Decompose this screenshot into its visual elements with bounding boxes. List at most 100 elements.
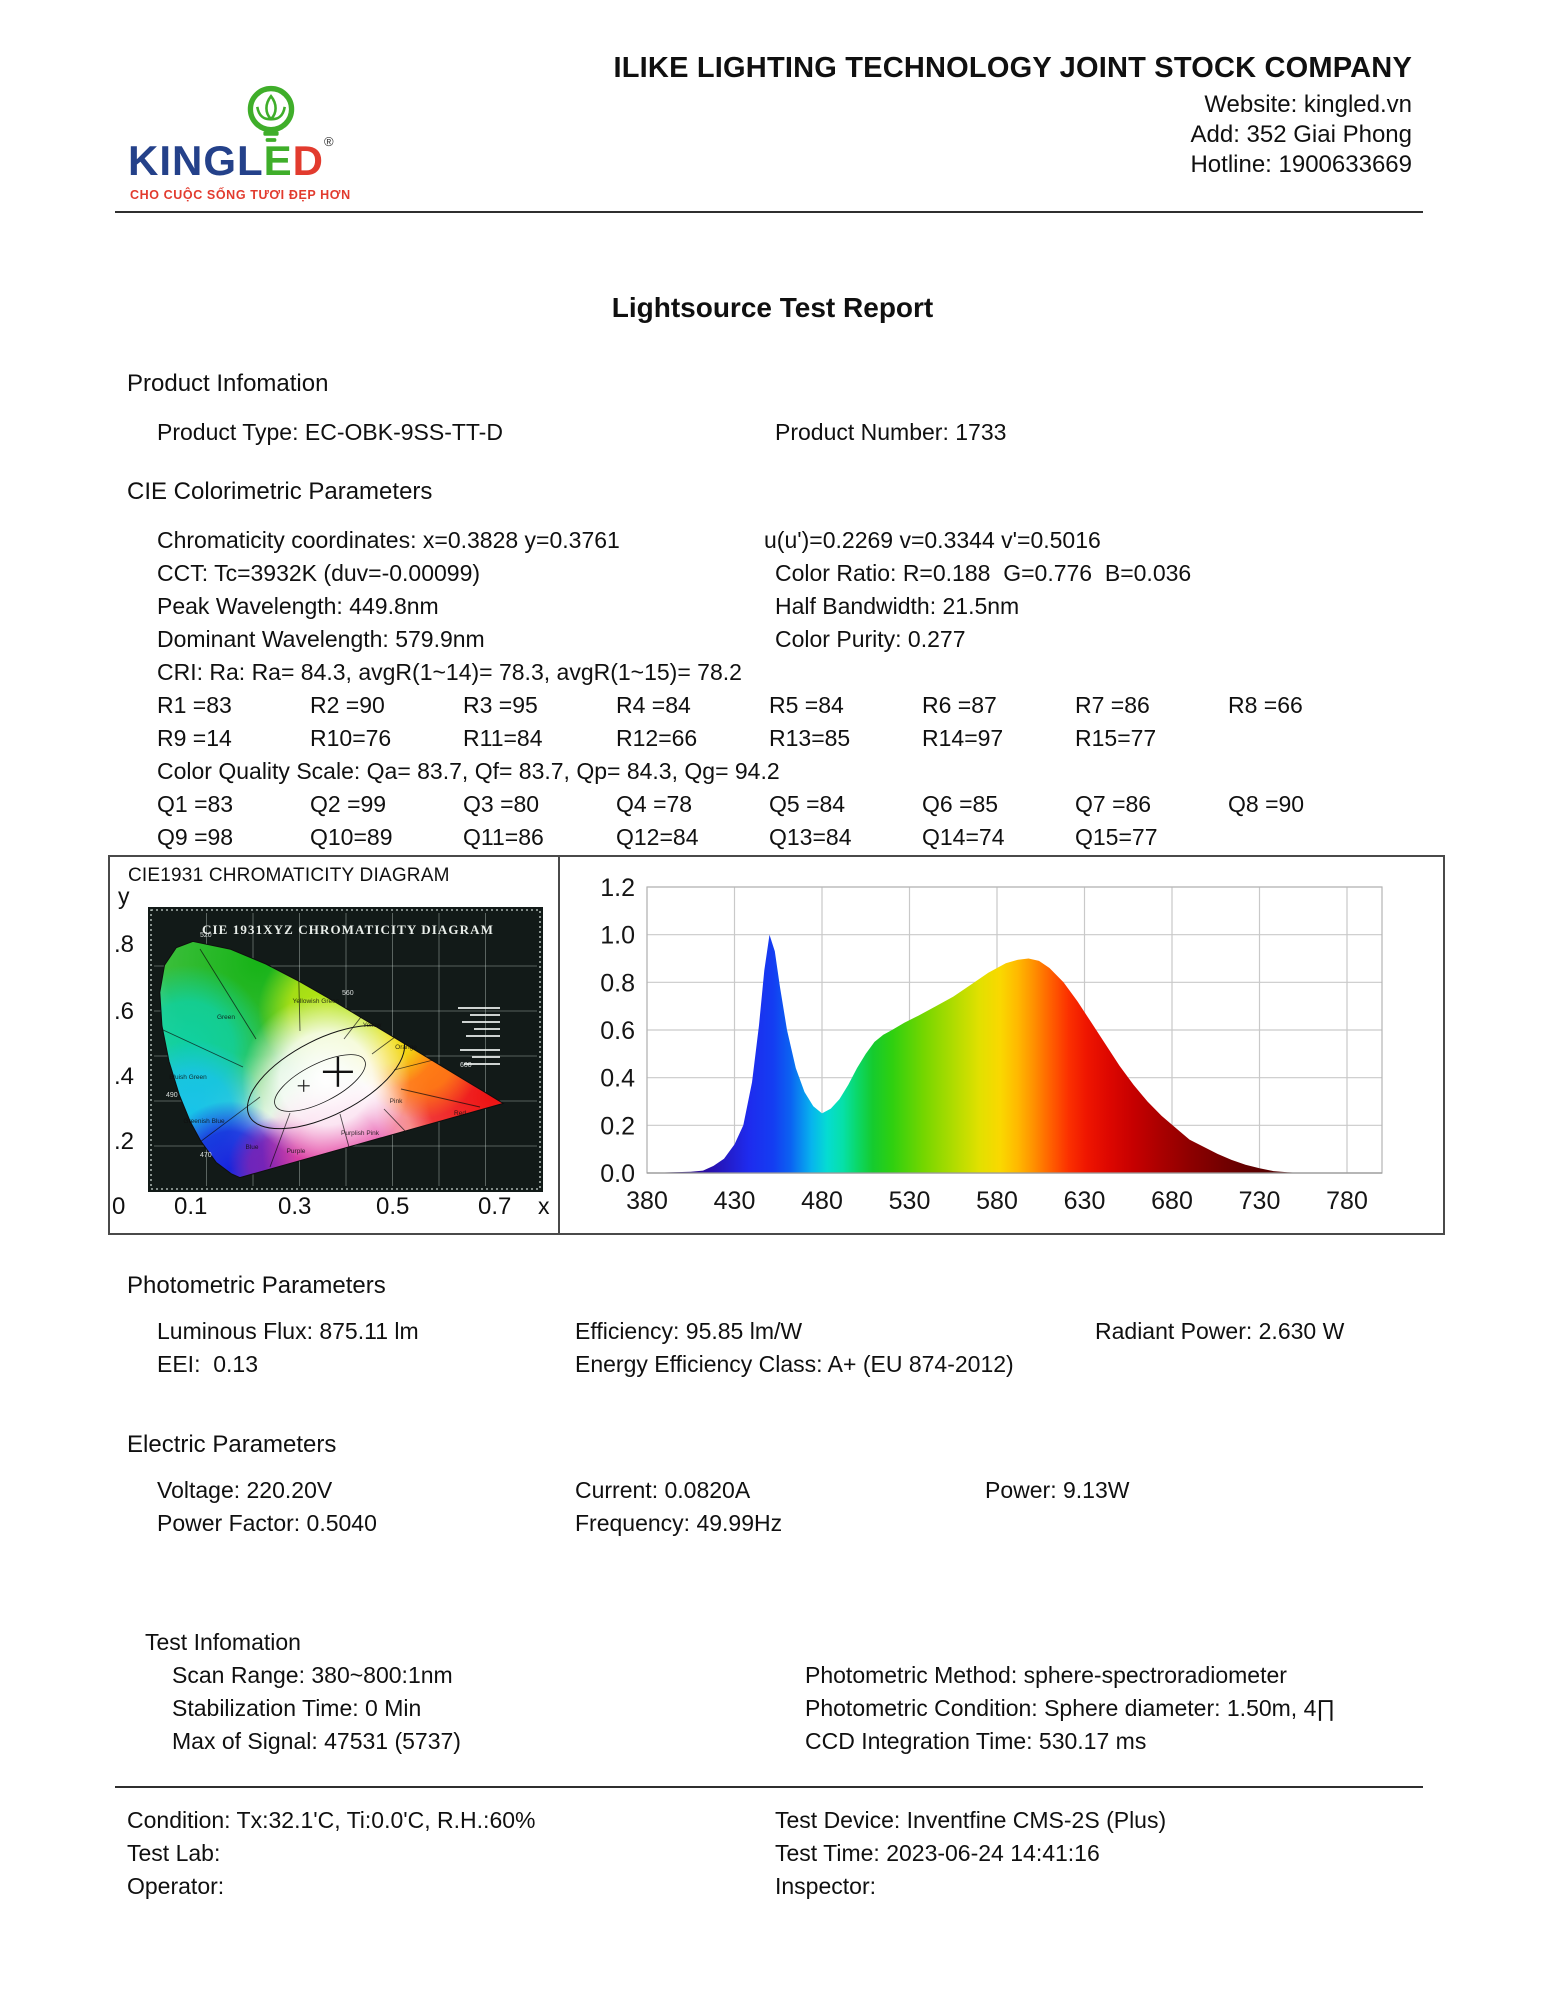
brand-wordmark: KINGLED (128, 140, 324, 182)
photometric-heading: Photometric Parameters (127, 1272, 386, 1299)
bulb-lotus-icon (247, 85, 295, 142)
svg-text:Pink: Pink (390, 1098, 403, 1105)
color-purity: Color Purity: 0.277 (775, 626, 966, 652)
scan-range: Scan Range: 380~800:1nm (172, 1662, 453, 1688)
cri-r9: R9 =14 (157, 725, 232, 751)
stabilization-time: Stabilization Time: 0 Min (172, 1695, 422, 1721)
cct-value: CCT: Tc=3932K (duv=-0.00099) (157, 560, 481, 586)
svg-text:480: 480 (801, 1187, 843, 1215)
inspector: Inspector: (775, 1873, 876, 1899)
radiant-power: Radiant Power: 2.630 W (1095, 1318, 1345, 1344)
cri-r5: R5 =84 (769, 692, 844, 718)
svg-text:530: 530 (889, 1187, 931, 1215)
company-hotline: Hotline: 1900633669 (1190, 151, 1412, 178)
cqs-q7: Q7 =86 (1075, 791, 1152, 817)
uv-coordinates: u(u')=0.2269 v=0.3344 v'=0.5016 (764, 527, 1101, 553)
product-info-heading: Product Infomation (127, 370, 329, 397)
cqs-values-row-2: Q9 =98 Q10=89 Q11=86 Q12=84 Q13=84 Q14=74 Q15=… (157, 823, 1381, 851)
cqs-q5: Q5 =84 (769, 791, 846, 817)
cie-ytick-04: .4 (114, 1063, 135, 1090)
dominant-wavelength: Dominant Wavelength: 579.9nm (157, 626, 485, 652)
cqs-q9: Q9 =98 (157, 824, 234, 850)
test-info-heading: Test Infomation (145, 1629, 301, 1655)
cqs-q11: Q11=86 (463, 824, 544, 850)
eei: EEI: 0.13 (157, 1351, 259, 1377)
cri-r6: R6 =87 (922, 692, 997, 718)
brand-d: D (292, 137, 325, 184)
cqs-q1: Q1 =83 (157, 791, 234, 817)
test-lab: Test Lab: (127, 1840, 221, 1866)
svg-text:430: 430 (714, 1187, 756, 1215)
voltage: Voltage: 220.20V (157, 1477, 333, 1503)
luminous-flux: Luminous Flux: 875.11 lm (157, 1318, 419, 1344)
cri-values-row-1: R1 =83 R2 =90 R3 =95 R4 =84 R5 =84 R6 =87 R7 =… (157, 691, 1381, 719)
cie-y-axis-label: y (118, 883, 130, 909)
product-type: Product Type: EC-OBK-9SS-TT-D (157, 419, 503, 445)
frequency: Frequency: 49.99Hz (575, 1510, 783, 1536)
svg-text:490: 490 (166, 1092, 178, 1099)
cri-r10: R10=76 (310, 725, 392, 751)
cie-section-heading: CIE Colorimetric Parameters (127, 478, 433, 505)
svg-text:0.6: 0.6 (600, 1017, 635, 1045)
cie-xtick-0: 0 (112, 1193, 126, 1220)
cie-xtick-05: 0.5 (376, 1193, 410, 1220)
cqs-q10: Q10=89 (310, 824, 393, 850)
svg-text:Purplish Pink: Purplish Pink (341, 1130, 380, 1137)
header-contact-block: ILIKE LIGHTING TECHNOLOGY JOINT STOCK CO… (420, 52, 1413, 180)
cqs-q13: Q13=84 (769, 824, 852, 850)
svg-text:1.2: 1.2 (600, 874, 635, 902)
cqs-q6: Q6 =85 (922, 791, 999, 817)
footer-divider (115, 1786, 1423, 1788)
test-time: Test Time: 2023-06-24 14:41:16 (775, 1840, 1100, 1866)
max-of-signal: Max of Signal: 47531 (5737) (172, 1728, 461, 1754)
svg-text:Yellowish Green: Yellowish Green (293, 998, 340, 1005)
cri-values-row-2: R9 =14 R10=76 R11=84 R12=66 R13=85 R14=97 R15=… (157, 724, 1381, 752)
chromaticity-coordinates: Chromaticity coordinates: x=0.3828 y=0.3… (157, 527, 620, 553)
cqs-q15: Q15=77 (1075, 824, 1158, 850)
cri-r8: R8 =66 (1228, 692, 1303, 718)
cri-r15: R15=77 (1075, 725, 1157, 751)
photometric-condition: Photometric Condition: Sphere diameter: … (805, 1695, 1336, 1721)
operator: Operator: (127, 1873, 225, 1899)
svg-text:0.0: 0.0 (600, 1160, 635, 1188)
cie-xtick-01: 0.1 (174, 1193, 208, 1220)
svg-text:560: 560 (342, 990, 354, 997)
color-ratio: Color Ratio: R=0.188 G=0.776 B=0.036 (775, 560, 1192, 586)
brand-e: E (263, 137, 293, 184)
cqs-q4: Q4 =78 (616, 791, 693, 817)
svg-text:Blue: Blue (245, 1144, 258, 1151)
cri-r14: R14=97 (922, 725, 1004, 751)
cri-r1: R1 =83 (157, 692, 232, 718)
svg-text:730: 730 (1239, 1187, 1281, 1215)
svg-text:Red: Red (454, 1110, 466, 1117)
condition: Condition: Tx:32.1'C, Ti:0.0'C, R.H.:60% (127, 1807, 536, 1833)
svg-text:520: 520 (200, 932, 212, 939)
current: Current: 0.0820A (575, 1477, 751, 1503)
svg-text:580: 580 (976, 1187, 1018, 1215)
report-title: Lightsource Test Report (611, 292, 934, 323)
kingled-logo: KINGLED ® CHO CUỘC SỐNG TƯƠI ĐẸP HƠN (128, 84, 350, 214)
registered-mark: ® (324, 134, 334, 149)
svg-text:0.4: 0.4 (600, 1065, 635, 1093)
svg-text:Orange: Orange (395, 1044, 417, 1051)
cie-chart-title: CIE1931 CHROMATICITY DIAGRAM (128, 865, 450, 886)
company-address: Add: 352 Giai Phong (1190, 121, 1413, 148)
svg-text:Green: Green (217, 1014, 235, 1021)
svg-text:680: 680 (1151, 1187, 1193, 1215)
brand-kingl: KINGL (128, 137, 264, 184)
cqs-q8: Q8 =90 (1228, 791, 1305, 817)
photometric-method: Photometric Method: sphere-spectroradiom… (805, 1662, 1287, 1688)
cie-x-axis-label: x (538, 1193, 550, 1219)
svg-text:0.8: 0.8 (600, 969, 635, 997)
company-name: ILIKE LIGHTING TECHNOLOGY JOINT STOCK CO… (613, 52, 1412, 84)
svg-text:470: 470 (200, 1152, 212, 1159)
cri-r7: R7 =86 (1075, 692, 1150, 718)
cie-ytick-02: .2 (114, 1128, 135, 1155)
cie-chromaticity-diagram-image: CIE 1931XYZ CHROMATICITY DIAGRAM Green Yel… (148, 907, 543, 1192)
cqs-q14: Q14=74 (922, 824, 1005, 850)
cri-r11: R11=84 (463, 725, 543, 751)
cqs-values-row-1: Q1 =83 Q2 =99 Q3 =80 Q4 =78 Q5 =84 Q6 =85 Q7 =… (157, 790, 1381, 818)
cqs-q12: Q12=84 (616, 824, 699, 850)
power: Power: 9.13W (985, 1477, 1130, 1503)
